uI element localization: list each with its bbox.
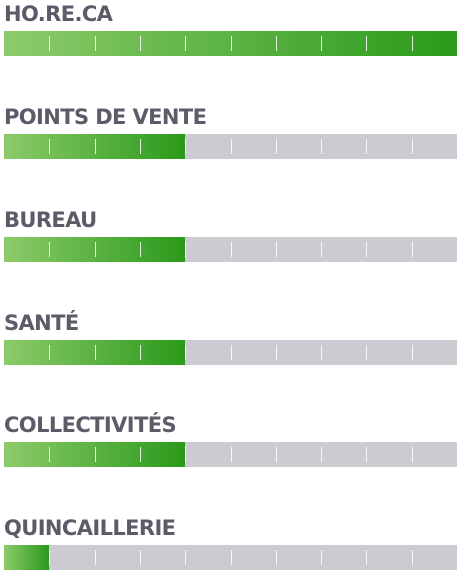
segment-divider	[95, 242, 96, 257]
segment-divider	[366, 447, 367, 462]
level-fill	[4, 340, 186, 365]
segment-divider	[185, 345, 186, 360]
bar-label: QUINCAILLERIE	[4, 516, 176, 540]
segment-divider	[140, 345, 141, 360]
bar-label: POINTS DE VENTE	[4, 105, 207, 129]
segment-divider	[185, 36, 186, 51]
level-fill	[4, 545, 50, 570]
segment-divider	[49, 550, 50, 565]
segment-divider	[321, 242, 322, 257]
level-fill	[4, 31, 457, 56]
segment-divider	[95, 345, 96, 360]
segment-divider	[140, 447, 141, 462]
segment-divider	[412, 550, 413, 565]
segment-divider	[185, 550, 186, 565]
bar-label: HO.RE.CA	[4, 2, 113, 26]
level-fill	[4, 237, 186, 262]
segment-divider	[95, 139, 96, 154]
segment-divider	[321, 447, 322, 462]
segment-divider	[140, 550, 141, 565]
segment-divider	[231, 345, 232, 360]
segment-divider	[140, 139, 141, 154]
level-fill	[4, 442, 186, 467]
level-bar	[4, 340, 457, 365]
level-bar	[4, 31, 457, 56]
segment-divider	[231, 36, 232, 51]
segment-divider	[412, 36, 413, 51]
segment-divider	[231, 550, 232, 565]
segment-divider	[231, 447, 232, 462]
segment-divider	[412, 242, 413, 257]
level-bar	[4, 545, 457, 570]
segment-divider	[276, 447, 277, 462]
segment-divider	[95, 447, 96, 462]
segment-divider	[366, 242, 367, 257]
segment-divider	[185, 242, 186, 257]
segment-divider	[366, 36, 367, 51]
level-bar	[4, 237, 457, 262]
segment-divider	[276, 550, 277, 565]
segment-divider	[49, 242, 50, 257]
segment-divider	[276, 345, 277, 360]
segment-divider	[231, 139, 232, 154]
segment-divider	[49, 345, 50, 360]
segment-divider	[276, 242, 277, 257]
segment-divider	[49, 447, 50, 462]
segment-divider	[321, 550, 322, 565]
segment-divider	[140, 242, 141, 257]
segment-divider	[412, 139, 413, 154]
bar-label: SANTÉ	[4, 311, 79, 335]
level-bar	[4, 134, 457, 159]
segment-divider	[185, 139, 186, 154]
segment-divider	[366, 139, 367, 154]
segment-divider	[366, 550, 367, 565]
segment-divider	[49, 139, 50, 154]
bar-label: COLLECTIVITÉS	[4, 413, 177, 437]
segment-divider	[49, 36, 50, 51]
segment-divider	[412, 447, 413, 462]
segment-divider	[231, 242, 232, 257]
level-fill	[4, 134, 186, 159]
segment-divider	[140, 36, 141, 51]
segment-divider	[95, 550, 96, 565]
segment-divider	[412, 345, 413, 360]
segment-divider	[276, 36, 277, 51]
segment-divider	[321, 345, 322, 360]
level-bar	[4, 442, 457, 467]
segment-divider	[321, 36, 322, 51]
segment-divider	[185, 447, 186, 462]
segment-divider	[95, 36, 96, 51]
segment-divider	[321, 139, 322, 154]
segment-divider	[366, 345, 367, 360]
bar-label: BUREAU	[4, 208, 97, 232]
segment-divider	[276, 139, 277, 154]
